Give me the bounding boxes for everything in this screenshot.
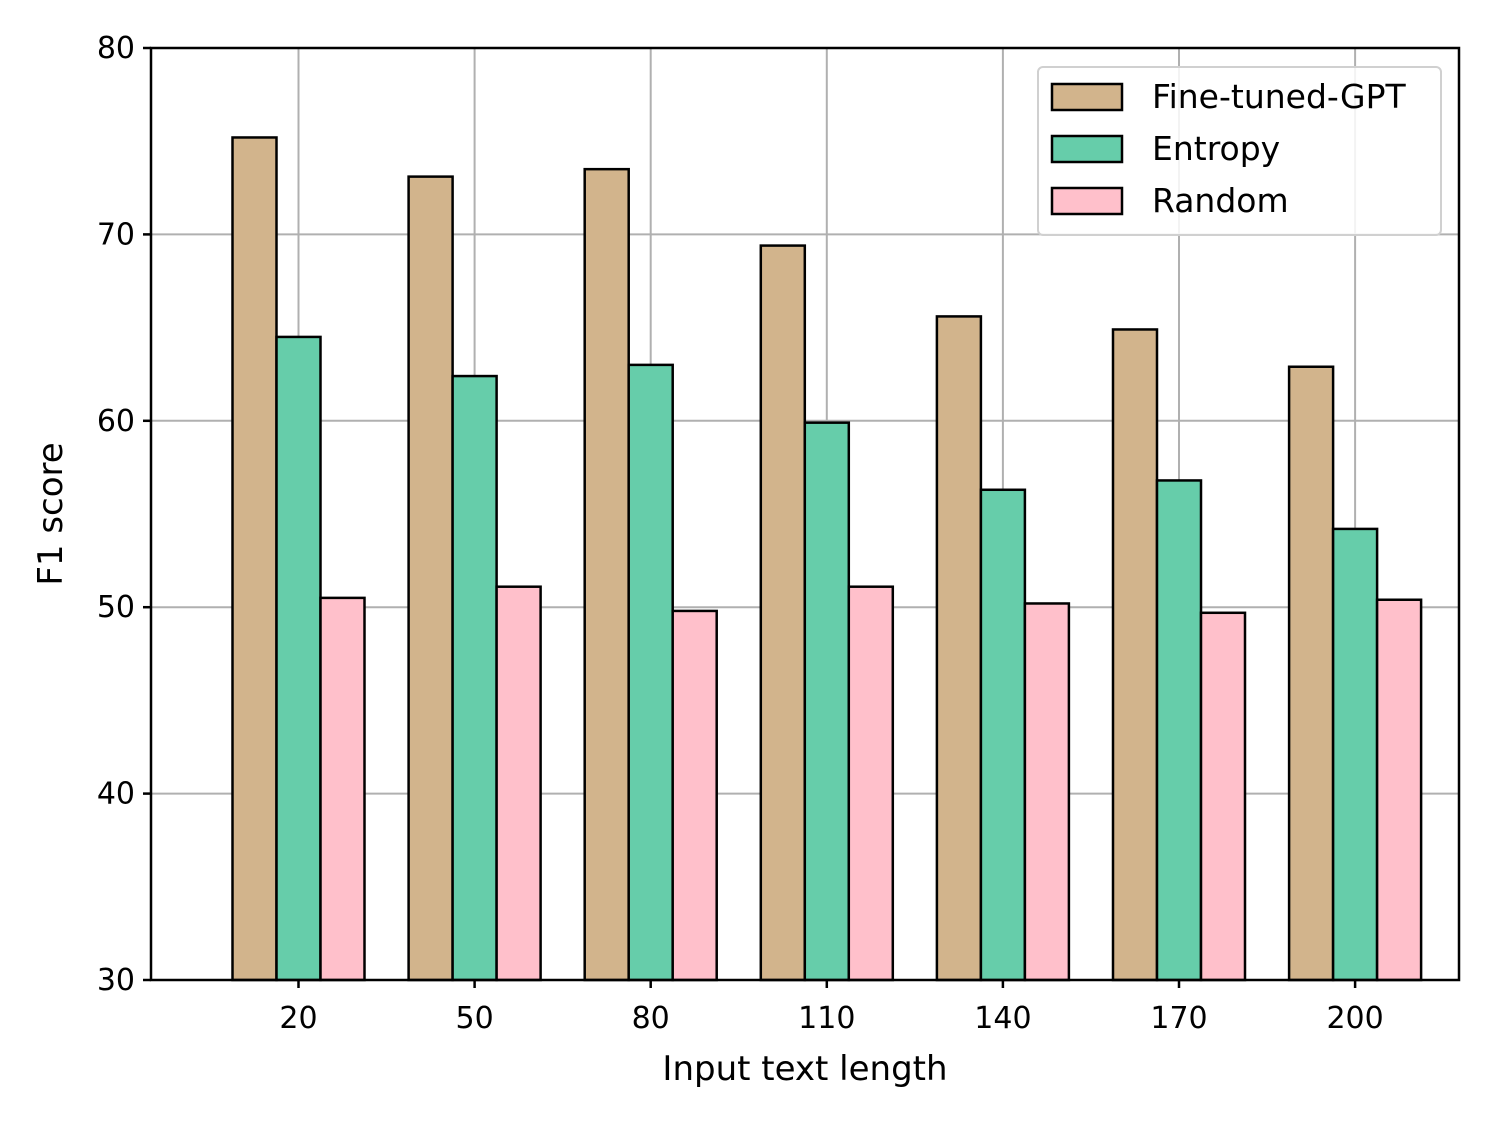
- bar-entropy-110: [803, 421, 851, 982]
- bar-fine-tuned-gpt-80: [583, 167, 630, 982]
- y-tick-label: 50: [97, 590, 135, 625]
- x-tick-label: 200: [1326, 1001, 1383, 1036]
- x-axis-label: Input text length: [662, 1049, 947, 1089]
- plot-frame: [149, 46, 1461, 982]
- bar-fine-tuned-gpt-20: [231, 136, 278, 982]
- bar-random-170: [1199, 611, 1247, 982]
- bar-entropy-200: [1331, 527, 1379, 982]
- y-axis-label: F1 score: [31, 442, 71, 585]
- bar-random-200: [1375, 598, 1423, 982]
- bar-entropy-140: [979, 488, 1027, 982]
- bar-fine-tuned-gpt-200: [1287, 365, 1335, 982]
- bar-entropy-170: [1155, 479, 1203, 982]
- axis-ticks: 30 40 50 60 70 80 20 50 80 110 140 170 200: [97, 31, 1384, 1036]
- bar-random-140: [1023, 602, 1071, 982]
- bar-random-110: [847, 585, 895, 982]
- legend-swatch: [1050, 82, 1124, 112]
- y-tick-label: 60: [97, 404, 135, 439]
- bars: [231, 136, 1423, 982]
- legend-label: Entropy: [1152, 129, 1280, 168]
- y-tick-label: 40: [97, 777, 135, 812]
- bar-fine-tuned-gpt-170: [1111, 328, 1159, 982]
- bar-entropy-20: [275, 335, 322, 982]
- y-tick-label: 30: [97, 963, 135, 998]
- bar-fine-tuned-gpt-110: [759, 244, 807, 982]
- x-tick-label: 170: [1150, 1001, 1207, 1036]
- legend-label: Fine-tuned-GPT: [1152, 77, 1406, 116]
- x-tick-label: 20: [279, 1001, 317, 1036]
- legend-label: Random: [1152, 181, 1289, 220]
- y-tick-label: 80: [97, 31, 135, 66]
- legend: Fine-tuned-GPT Entropy Random: [1037, 66, 1442, 236]
- x-tick-label: 80: [632, 1001, 670, 1036]
- bar-random-20: [319, 596, 366, 982]
- legend-swatch: [1050, 186, 1124, 216]
- legend-box: [1037, 66, 1442, 236]
- bar-entropy-80: [627, 363, 674, 982]
- bar-random-80: [671, 609, 718, 982]
- bar-fine-tuned-gpt-140: [935, 315, 983, 982]
- bar-fine-tuned-gpt-50: [407, 175, 454, 982]
- y-tick-label: 70: [97, 217, 135, 252]
- bar-random-50: [495, 585, 542, 982]
- legend-swatch: [1050, 134, 1124, 164]
- bar-entropy-50: [451, 374, 498, 982]
- x-tick-label: 110: [798, 1001, 855, 1036]
- x-tick-label: 50: [456, 1001, 494, 1036]
- x-tick-label: 140: [974, 1001, 1031, 1036]
